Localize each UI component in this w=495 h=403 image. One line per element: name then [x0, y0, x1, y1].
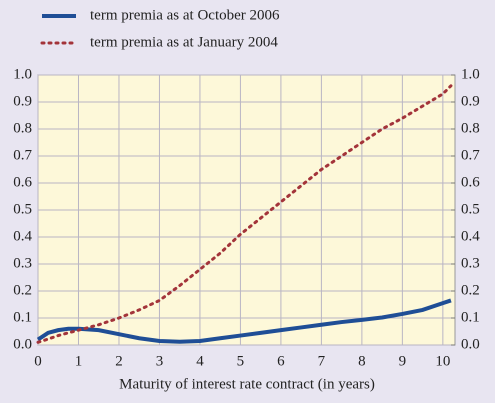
data-line: [36, 84, 453, 344]
y2-tick-label: 0.8: [461, 120, 480, 136]
y-tick-label: 0.9: [13, 93, 32, 109]
x-tick-label: 6: [277, 353, 285, 369]
y-tick-label: 0.8: [13, 120, 32, 136]
y-tick-label: 0.5: [13, 201, 32, 217]
y-tick-label: 0.6: [13, 174, 32, 190]
y2-tick-label: 0.0: [461, 336, 480, 352]
legend-label: term premia as at January 2004: [90, 34, 278, 50]
y-tick-label: 0.0: [13, 336, 32, 352]
y2-tick-label: 1.0: [461, 66, 480, 82]
x-tick-label: 9: [399, 353, 407, 369]
x-tick-label: 0: [34, 353, 42, 369]
legend-label: term premia as at October 2006: [90, 7, 280, 23]
x-tick-label: 10: [435, 353, 450, 369]
y2-tick-label: 0.7: [461, 147, 480, 163]
x-axis-label: Maturity of interest rate contract (in y…: [119, 376, 375, 392]
y-tick-label: 0.4: [13, 228, 32, 244]
y-tick-label: 0.3: [13, 255, 32, 271]
y-tick-label: 0.1: [13, 309, 32, 325]
y2-tick-label: 0.1: [461, 309, 480, 325]
x-tick-label: 8: [358, 353, 366, 369]
x-tick-label: 4: [196, 353, 204, 369]
y2-tick-label: 0.2: [461, 282, 480, 298]
x-tick-label: 1: [75, 353, 83, 369]
y-tick-label: 1.0: [13, 66, 32, 82]
x-tick-label: 3: [156, 353, 164, 369]
y-tick-label: 0.2: [13, 282, 32, 298]
y2-tick-label: 0.6: [461, 174, 480, 190]
y2-tick-label: 0.4: [461, 228, 480, 244]
y2-tick-label: 0.5: [461, 201, 480, 217]
y-tick-label: 0.7: [13, 147, 32, 163]
x-tick-label: 5: [237, 353, 245, 369]
y2-tick-label: 0.9: [461, 93, 480, 109]
x-tick-label: 2: [115, 353, 123, 369]
y2-tick-label: 0.3: [461, 255, 480, 271]
data-line: [36, 298, 452, 344]
x-tick-label: 7: [318, 353, 326, 369]
